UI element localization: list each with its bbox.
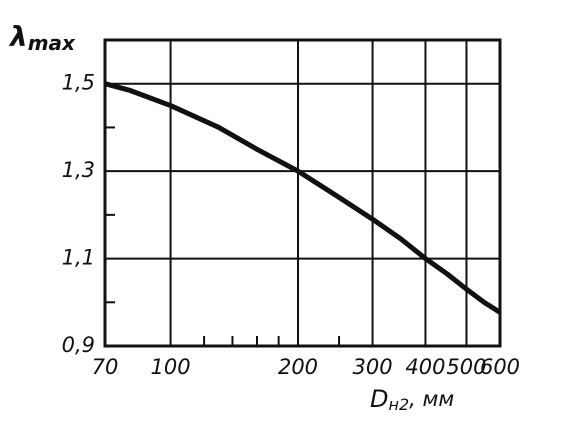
x-label-unit: , мм: [409, 387, 454, 411]
y-tick-label: 1,5: [62, 71, 95, 95]
x-tick-label: 300: [353, 355, 393, 379]
x-tick-label: 100: [151, 355, 191, 379]
x-tick-label: 500: [446, 355, 486, 379]
plot-frame: [103, 38, 502, 348]
y-tick-label: 1,3: [62, 158, 95, 182]
x-axis-label: Dн2, мм: [370, 385, 454, 414]
x-tick-label: 70: [92, 355, 119, 379]
data-line: [104, 81, 502, 315]
x-label-symbol: D: [370, 385, 388, 413]
y-tick-label: 0,9: [62, 333, 95, 357]
x-tick-label: 400: [405, 355, 445, 379]
y-tick-label: 1,1: [62, 246, 95, 270]
y-label-symbol: λ: [8, 20, 28, 53]
y-axis-label: λmax: [8, 20, 76, 55]
x-tick-label: 600: [480, 355, 520, 379]
x-tick-label: 200: [278, 355, 318, 379]
y-label-sub: max: [28, 31, 76, 55]
x-label-sub: н2: [388, 395, 409, 414]
